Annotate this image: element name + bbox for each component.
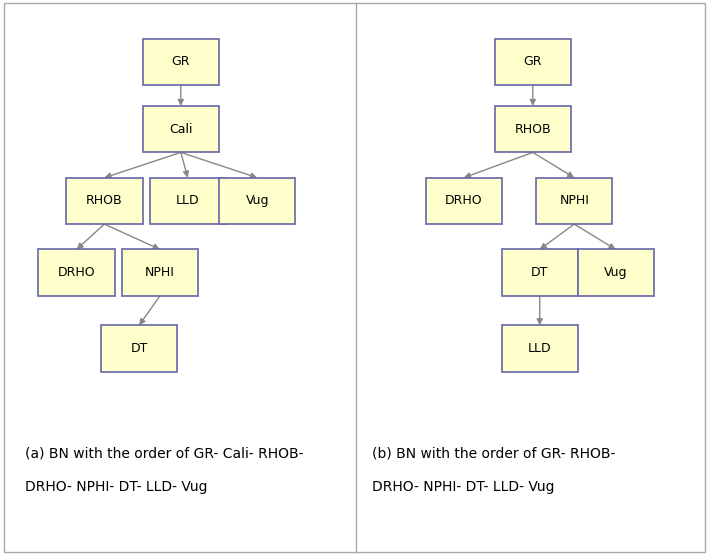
FancyBboxPatch shape — [502, 249, 578, 296]
FancyBboxPatch shape — [536, 178, 613, 224]
FancyBboxPatch shape — [502, 325, 578, 372]
Text: DRHO: DRHO — [445, 194, 483, 208]
Text: DRHO- NPHI- DT- LLD- Vug: DRHO- NPHI- DT- LLD- Vug — [25, 480, 207, 494]
Text: DT: DT — [531, 266, 548, 279]
Text: DRHO- NPHI- DT- LLD- Vug: DRHO- NPHI- DT- LLD- Vug — [372, 480, 554, 494]
Text: DT: DT — [130, 342, 147, 355]
FancyBboxPatch shape — [143, 106, 219, 153]
Text: (a) BN with the order of GR- Cali- RHOB-: (a) BN with the order of GR- Cali- RHOB- — [25, 447, 303, 461]
Text: LLD: LLD — [176, 194, 199, 208]
FancyBboxPatch shape — [495, 38, 571, 85]
FancyBboxPatch shape — [122, 249, 199, 296]
Text: NPHI: NPHI — [559, 194, 589, 208]
Text: LLD: LLD — [528, 342, 552, 355]
Text: RHOB: RHOB — [515, 123, 551, 136]
Text: GR: GR — [523, 55, 542, 68]
FancyBboxPatch shape — [101, 325, 177, 372]
Text: Vug: Vug — [245, 194, 269, 208]
FancyBboxPatch shape — [578, 249, 654, 296]
FancyBboxPatch shape — [219, 178, 296, 224]
Text: (b) BN with the order of GR- RHOB-: (b) BN with the order of GR- RHOB- — [372, 447, 615, 461]
Text: Cali: Cali — [169, 123, 193, 136]
Text: RHOB: RHOB — [86, 194, 123, 208]
FancyBboxPatch shape — [426, 178, 502, 224]
FancyBboxPatch shape — [143, 38, 219, 85]
Text: DRHO: DRHO — [57, 266, 96, 279]
FancyBboxPatch shape — [66, 178, 143, 224]
Text: NPHI: NPHI — [145, 266, 175, 279]
Text: Vug: Vug — [604, 266, 627, 279]
FancyBboxPatch shape — [150, 178, 226, 224]
FancyBboxPatch shape — [495, 106, 571, 153]
Text: GR: GR — [172, 55, 190, 68]
FancyBboxPatch shape — [38, 249, 115, 296]
